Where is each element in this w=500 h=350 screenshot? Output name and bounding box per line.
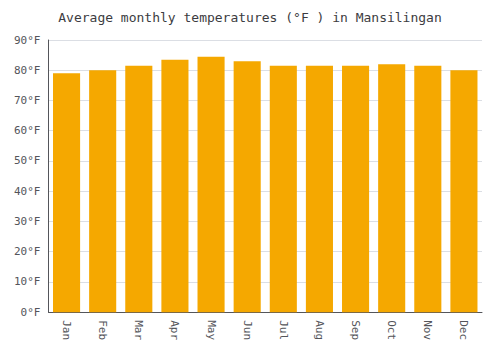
svg-text:60°F: 60°F: [14, 124, 41, 137]
svg-text:40°F: 40°F: [14, 185, 41, 198]
svg-text:Jun: Jun: [241, 320, 254, 340]
svg-text:Jul: Jul: [277, 320, 290, 340]
svg-text:May: May: [205, 320, 218, 340]
svg-text:0°F: 0°F: [21, 306, 41, 319]
svg-text:50°F: 50°F: [14, 154, 41, 167]
svg-text:80°F: 80°F: [14, 64, 41, 77]
svg-text:20°F: 20°F: [14, 245, 41, 258]
svg-text:Aug: Aug: [313, 320, 326, 340]
svg-text:Sep: Sep: [349, 320, 362, 340]
svg-text:Mar: Mar: [132, 320, 145, 340]
svg-text:90°F: 90°F: [14, 34, 41, 47]
svg-text:10°F: 10°F: [14, 275, 41, 288]
svg-text:Nov: Nov: [421, 320, 434, 340]
svg-text:Feb: Feb: [96, 320, 109, 340]
svg-text:70°F: 70°F: [14, 94, 41, 107]
svg-text:Oct: Oct: [385, 320, 398, 340]
svg-text:Average monthly temperatures (: Average monthly temperatures (°F ) in Ma…: [58, 10, 442, 25]
svg-text:Dec: Dec: [457, 320, 470, 340]
svg-text:Apr: Apr: [168, 320, 181, 340]
svg-text:30°F: 30°F: [14, 215, 41, 228]
svg-text:Jan: Jan: [60, 320, 73, 340]
